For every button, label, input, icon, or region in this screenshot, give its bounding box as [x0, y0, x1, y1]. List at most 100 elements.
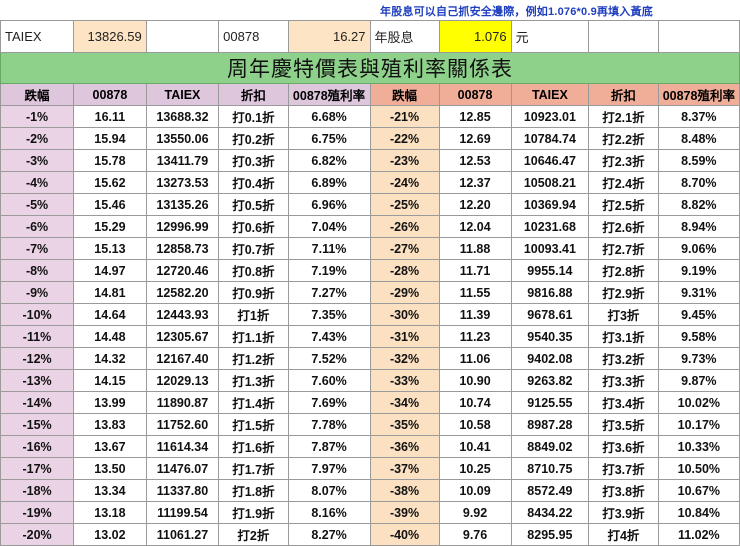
taiex-cell[interactable]: 11476.07: [145, 457, 220, 480]
price-cell[interactable]: 14.81: [73, 281, 147, 304]
price-cell[interactable]: 15.62: [73, 171, 147, 194]
taiex-cell[interactable]: 9402.08: [510, 347, 590, 370]
taiex-cell[interactable]: 12029.13: [145, 369, 220, 392]
yield-cell[interactable]: 9.19%: [657, 259, 740, 282]
price-cell[interactable]: 12.53: [438, 149, 512, 172]
discount-cell[interactable]: 打3.9折: [588, 501, 659, 524]
yield-cell[interactable]: 7.78%: [287, 413, 371, 436]
discount-cell[interactable]: 打0.4折: [218, 171, 289, 194]
taiex-cell[interactable]: 8434.22: [510, 501, 590, 524]
price-cell[interactable]: 10.41: [438, 435, 512, 458]
price-cell[interactable]: 10.90: [438, 369, 512, 392]
price-cell[interactable]: 11.71: [438, 259, 512, 282]
price-cell[interactable]: 10.74: [438, 391, 512, 414]
discount-cell[interactable]: 打2折: [218, 523, 289, 546]
taiex-cell[interactable]: 13135.26: [145, 193, 220, 216]
stock-price-cell[interactable]: 16.27: [287, 20, 371, 53]
yield-cell[interactable]: 10.50%: [657, 457, 740, 480]
yield-cell[interactable]: 7.43%: [287, 325, 371, 348]
price-cell[interactable]: 15.29: [73, 215, 147, 238]
price-cell[interactable]: 11.06: [438, 347, 512, 370]
yield-cell[interactable]: 10.67%: [657, 479, 740, 502]
drop-cell[interactable]: -9%: [0, 281, 75, 304]
drop-cell[interactable]: -34%: [369, 391, 440, 414]
price-cell[interactable]: 14.64: [73, 303, 147, 326]
taiex-cell[interactable]: 12582.20: [145, 281, 220, 304]
price-cell[interactable]: 14.97: [73, 259, 147, 282]
drop-cell[interactable]: -23%: [369, 149, 440, 172]
price-cell[interactable]: 15.13: [73, 237, 147, 260]
yield-cell[interactable]: 9.06%: [657, 237, 740, 260]
taiex-cell[interactable]: 9678.61: [510, 303, 590, 326]
taiex-cell[interactable]: 9816.88: [510, 281, 590, 304]
drop-cell[interactable]: -17%: [0, 457, 75, 480]
discount-cell[interactable]: 打1.9折: [218, 501, 289, 524]
drop-cell[interactable]: -36%: [369, 435, 440, 458]
discount-cell[interactable]: 打3.8折: [588, 479, 659, 502]
price-cell[interactable]: 13.67: [73, 435, 147, 458]
drop-cell[interactable]: -25%: [369, 193, 440, 216]
taiex-cell[interactable]: 13550.06: [145, 127, 220, 150]
yield-cell[interactable]: 7.35%: [287, 303, 371, 326]
discount-cell[interactable]: 打1.5折: [218, 413, 289, 436]
taiex-cell[interactable]: 11061.27: [145, 523, 220, 546]
drop-cell[interactable]: -38%: [369, 479, 440, 502]
price-cell[interactable]: 14.32: [73, 347, 147, 370]
drop-cell[interactable]: -6%: [0, 215, 75, 238]
drop-cell[interactable]: -28%: [369, 259, 440, 282]
discount-cell[interactable]: 打0.6折: [218, 215, 289, 238]
taiex-cell[interactable]: 9263.82: [510, 369, 590, 392]
drop-cell[interactable]: -14%: [0, 391, 75, 414]
taiex-cell[interactable]: 8710.75: [510, 457, 590, 480]
yield-cell[interactable]: 7.04%: [287, 215, 371, 238]
discount-cell[interactable]: 打2.4折: [588, 171, 659, 194]
yield-cell[interactable]: 11.02%: [657, 523, 740, 546]
taiex-cell[interactable]: 10646.47: [510, 149, 590, 172]
discount-cell[interactable]: 打0.7折: [218, 237, 289, 260]
taiex-cell[interactable]: 8849.02: [510, 435, 590, 458]
taiex-cell[interactable]: 10231.68: [510, 215, 590, 238]
discount-cell[interactable]: 打3折: [588, 303, 659, 326]
taiex-cell[interactable]: 10508.21: [510, 171, 590, 194]
drop-cell[interactable]: -15%: [0, 413, 75, 436]
drop-cell[interactable]: -26%: [369, 215, 440, 238]
discount-cell[interactable]: 打2.8折: [588, 259, 659, 282]
discount-cell[interactable]: 打0.9折: [218, 281, 289, 304]
yield-cell[interactable]: 7.69%: [287, 391, 371, 414]
dividend-value-cell[interactable]: 1.076: [438, 20, 512, 53]
drop-cell[interactable]: -19%: [0, 501, 75, 524]
empty-cell[interactable]: [588, 20, 659, 53]
discount-cell[interactable]: 打1.1折: [218, 325, 289, 348]
price-cell[interactable]: 13.34: [73, 479, 147, 502]
drop-cell[interactable]: -18%: [0, 479, 75, 502]
price-cell[interactable]: 14.15: [73, 369, 147, 392]
taiex-cell[interactable]: 10369.94: [510, 193, 590, 216]
yield-cell[interactable]: 10.84%: [657, 501, 740, 524]
discount-cell[interactable]: 打3.2折: [588, 347, 659, 370]
discount-cell[interactable]: 打0.1折: [218, 105, 289, 128]
taiex-cell[interactable]: 11614.34: [145, 435, 220, 458]
drop-cell[interactable]: -33%: [369, 369, 440, 392]
price-cell[interactable]: 13.18: [73, 501, 147, 524]
price-cell[interactable]: 16.11: [73, 105, 147, 128]
discount-cell[interactable]: 打2.5折: [588, 193, 659, 216]
discount-cell[interactable]: 打3.3折: [588, 369, 659, 392]
yield-cell[interactable]: 8.70%: [657, 171, 740, 194]
yield-cell[interactable]: 8.59%: [657, 149, 740, 172]
yield-cell[interactable]: 7.27%: [287, 281, 371, 304]
taiex-cell[interactable]: 11337.80: [145, 479, 220, 502]
taiex-value-cell[interactable]: 13826.59: [73, 20, 147, 53]
price-cell[interactable]: 12.37: [438, 171, 512, 194]
drop-cell[interactable]: -29%: [369, 281, 440, 304]
price-cell[interactable]: 13.02: [73, 523, 147, 546]
drop-cell[interactable]: -24%: [369, 171, 440, 194]
price-cell[interactable]: 10.09: [438, 479, 512, 502]
discount-cell[interactable]: 打0.3折: [218, 149, 289, 172]
yield-cell[interactable]: 7.60%: [287, 369, 371, 392]
discount-cell[interactable]: 打1.2折: [218, 347, 289, 370]
yield-cell[interactable]: 9.58%: [657, 325, 740, 348]
price-cell[interactable]: 15.78: [73, 149, 147, 172]
yield-cell[interactable]: 6.89%: [287, 171, 371, 194]
yield-cell[interactable]: 8.27%: [287, 523, 371, 546]
discount-cell[interactable]: 打2.1折: [588, 105, 659, 128]
